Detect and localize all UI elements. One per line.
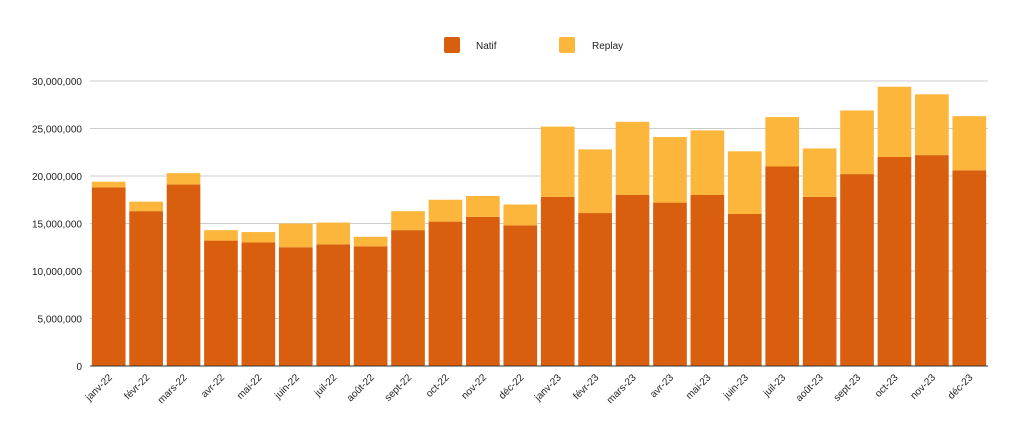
bar-replay (503, 204, 538, 226)
bar-replay (241, 232, 276, 243)
bar-replay (129, 201, 163, 212)
x-tick-label: avr-23 (648, 372, 676, 400)
x-tick-label: avr-22 (199, 372, 227, 400)
bar-natif (802, 196, 837, 366)
bar-natif (353, 246, 388, 366)
bar-replay (840, 110, 874, 175)
x-tick-label: févr-22 (122, 372, 152, 402)
x-tick-label: juin-23 (721, 372, 751, 402)
bar-replay (727, 151, 762, 214)
x-tick-label: janv-22 (83, 372, 115, 404)
bar-replay (466, 195, 500, 217)
y-tick-label: 15,000,000 (32, 220, 82, 231)
bar-replay (915, 94, 949, 156)
x-tick-label: sept-23 (832, 372, 864, 404)
bar-natif (129, 211, 163, 366)
bar-natif (540, 196, 575, 366)
x-tick-label: août-22 (345, 372, 377, 404)
bar-natif (204, 240, 238, 366)
x-tick-label: sept-22 (383, 372, 415, 404)
bar-replay (765, 117, 800, 167)
legend-label-natif: Natif (476, 41, 497, 52)
y-tick-label: 30,000,000 (32, 77, 82, 88)
bar-natif (765, 166, 800, 366)
gridlines (90, 80, 988, 319)
x-tick-label: nov-22 (460, 372, 490, 402)
x-tick-label: oct-23 (873, 372, 901, 400)
y-tick-label: 20,000,000 (32, 172, 82, 183)
bar-natif (91, 187, 126, 366)
bar-natif (316, 244, 351, 366)
legend-label-replay: Replay (592, 41, 623, 52)
bar-natif (877, 157, 912, 366)
x-tick-label: août-23 (794, 372, 826, 404)
bar-replay (690, 130, 725, 195)
bar-natif (615, 195, 650, 366)
bar-natif (578, 213, 612, 366)
bar-natif (503, 225, 538, 366)
bar-replay (391, 211, 425, 231)
x-tick-label: juil-22 (312, 372, 340, 400)
bar-natif (166, 184, 201, 366)
bar-replay (802, 148, 837, 197)
y-tick-label: 0 (76, 362, 82, 373)
bar-natif (653, 202, 687, 366)
bar-replay (578, 149, 612, 214)
x-tick-label: déc-23 (946, 372, 976, 402)
x-tick-label: déc-22 (497, 372, 527, 402)
legend-swatch-natif (444, 37, 460, 53)
bar-replay (653, 137, 687, 203)
bars (91, 86, 987, 366)
bar-replay (428, 199, 463, 222)
x-tick-label: oct-22 (424, 372, 452, 400)
bar-natif (466, 216, 500, 366)
bar-natif (241, 242, 276, 366)
x-tick-label: janv-23 (532, 372, 564, 404)
bar-natif (278, 247, 313, 366)
y-tick-label: 25,000,000 (32, 125, 82, 136)
bar-replay (278, 223, 313, 248)
bar-replay (353, 236, 388, 247)
legend: Natif Replay (444, 37, 623, 53)
bar-natif (690, 195, 725, 366)
x-tick-label: mars-22 (156, 372, 190, 406)
bar-replay (615, 121, 650, 195)
x-tick-label: mai-22 (235, 372, 265, 402)
y-tick-label: 10,000,000 (32, 267, 82, 278)
bar-replay (204, 230, 238, 241)
bar-natif (391, 230, 425, 366)
bar-replay (877, 86, 912, 157)
bar-natif (840, 174, 874, 366)
legend-swatch-replay (559, 37, 575, 53)
x-tick-label: févr-23 (571, 372, 601, 402)
x-tick-label: mai-23 (684, 372, 714, 402)
bar-natif (727, 214, 762, 366)
bar-replay (91, 181, 126, 188)
bar-replay (952, 116, 987, 171)
x-tick-label: mars-23 (605, 372, 639, 406)
bar-replay (166, 173, 201, 185)
x-tick-label: juin-22 (272, 372, 302, 402)
bar-replay (540, 126, 575, 197)
y-tick-label: 5,000,000 (38, 315, 83, 326)
bar-replay (316, 222, 351, 245)
bar-natif (952, 170, 987, 366)
x-tick-label: nov-23 (909, 372, 939, 402)
x-tick-label: juil-23 (761, 372, 789, 400)
bar-natif (915, 155, 949, 366)
bar-natif (428, 221, 463, 366)
